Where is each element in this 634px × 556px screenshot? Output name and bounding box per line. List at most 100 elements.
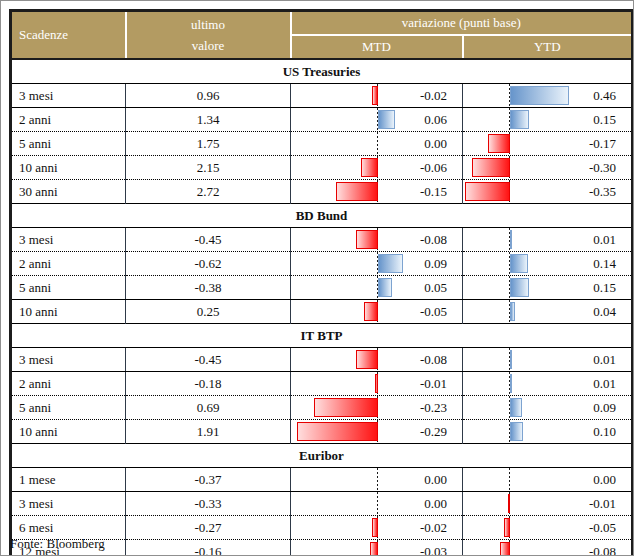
mtd-cell: -0.08 [291,348,463,372]
last-value-cell: 1.75 [126,132,291,156]
last-value-cell: 2.15 [126,156,291,180]
ytd-value: 0.01 [463,348,631,371]
ytd-value: 0.00 [463,468,631,491]
ytd-value: 0.01 [463,228,631,251]
mtd-cell: 0.06 [291,108,463,132]
ytd-cell: 0.01 [463,228,633,252]
section-title: BD Bund [11,204,633,228]
table-row: 1 mese-0.370.000.00 [11,468,633,492]
maturity-cell: 10 anni [11,156,126,180]
ytd-cell: -0.01 [463,492,633,516]
ytd-cell: 0.01 [463,372,633,396]
last-value-cell: -0.27 [126,516,291,540]
last-value-cell: -0.18 [126,372,291,396]
ytd-value: 0.01 [463,372,631,395]
mtd-cell: -0.05 [291,300,463,324]
maturity-cell: 5 anni [11,132,126,156]
mtd-value: 0.05 [291,276,462,299]
last-value-cell: 1.91 [126,420,291,444]
mtd-cell: -0.03 [291,540,463,556]
ytd-cell: -0.08 [463,540,633,556]
ytd-value: 0.14 [463,252,631,275]
table-row: 3 mesi-0.330.00-0.01 [11,492,633,516]
mtd-cell: -0.06 [291,156,463,180]
section-title: Euribor [11,444,633,468]
maturity-cell: 10 anni [11,300,126,324]
mtd-value: 0.00 [291,132,462,155]
maturity-cell: 1 mese [11,468,126,492]
header-ultimo-line2: valore [127,35,290,56]
mtd-value: -0.01 [291,372,462,395]
header-mtd: MTD [291,35,463,59]
table-row: 3 mesi0.96-0.020.46 [11,84,633,108]
last-value-cell: 0.69 [126,396,291,420]
ytd-value: 0.04 [463,300,631,323]
maturity-cell: 5 anni [11,396,126,420]
mtd-value: -0.08 [291,348,462,371]
ytd-cell: 0.46 [463,84,633,108]
mtd-value: -0.05 [291,300,462,323]
table-row: 2 anni1.340.060.15 [11,108,633,132]
ytd-value: 0.46 [463,84,631,107]
last-value-cell: 0.25 [126,300,291,324]
ytd-value: -0.08 [463,540,631,556]
mtd-value: -0.15 [291,180,462,203]
table-row: 10 anni2.15-0.06-0.30 [11,156,633,180]
maturity-cell: 2 anni [11,252,126,276]
table-row: 10 anni1.91-0.290.10 [11,420,633,444]
header-row-1: Scadenze ultimo valore variazione (punti… [11,11,633,36]
last-value-cell: -0.45 [126,348,291,372]
ytd-cell: 0.01 [463,348,633,372]
ytd-cell: 0.04 [463,300,633,324]
ytd-value: 0.15 [463,108,631,131]
maturity-cell: 3 mesi [11,228,126,252]
mtd-cell: 0.00 [291,468,463,492]
ytd-value: -0.17 [463,132,631,155]
last-value-cell: -0.37 [126,468,291,492]
section-title-row: IT BTP [11,324,633,348]
ytd-cell: 0.14 [463,252,633,276]
mtd-value: 0.00 [291,468,462,491]
mtd-value: -0.02 [291,84,462,107]
mtd-cell: -0.01 [291,372,463,396]
ytd-cell: 0.15 [463,276,633,300]
last-value-cell: 1.34 [126,108,291,132]
maturity-cell: 3 mesi [11,348,126,372]
mtd-cell: -0.02 [291,516,463,540]
last-value-cell: 2.72 [126,180,291,204]
ytd-value: -0.05 [463,516,631,539]
mtd-cell: -0.23 [291,396,463,420]
ytd-value: 0.10 [463,420,631,443]
ytd-value: -0.35 [463,180,631,203]
header-variazione: variazione (punti base) [291,11,633,36]
table-row: 5 anni1.750.00-0.17 [11,132,633,156]
header-ultimo-valore: ultimo valore [126,11,291,60]
section-title: US Treasuries [11,59,633,84]
table-row: 2 anni-0.620.090.14 [11,252,633,276]
section-title-row: US Treasuries [11,59,633,84]
mtd-value: -0.03 [291,540,462,556]
last-value-cell: -0.62 [126,252,291,276]
maturity-cell: 3 mesi [11,84,126,108]
ytd-value: 0.09 [463,396,631,419]
mtd-cell: 0.09 [291,252,463,276]
section-title-row: BD Bund [11,204,633,228]
ytd-cell: 0.09 [463,396,633,420]
mtd-value: 0.00 [291,492,462,515]
ytd-cell: -0.35 [463,180,633,204]
maturity-cell: 3 mesi [11,492,126,516]
mtd-value: 0.09 [291,252,462,275]
mtd-cell: 0.05 [291,276,463,300]
table-row: 30 anni2.72-0.15-0.35 [11,180,633,204]
last-value-cell: -0.33 [126,492,291,516]
source-note: Fonte: Bloomberg [10,536,105,552]
ytd-cell: -0.30 [463,156,633,180]
maturity-cell: 5 anni [11,276,126,300]
header-ultimo-line1: ultimo [127,14,290,35]
rates-table: Scadenze ultimo valore variazione (punti… [9,9,634,556]
table-row: 5 anni-0.380.050.15 [11,276,633,300]
mtd-value: -0.02 [291,516,462,539]
maturity-cell: 2 anni [11,372,126,396]
mtd-value: -0.08 [291,228,462,251]
last-value-cell: -0.38 [126,276,291,300]
